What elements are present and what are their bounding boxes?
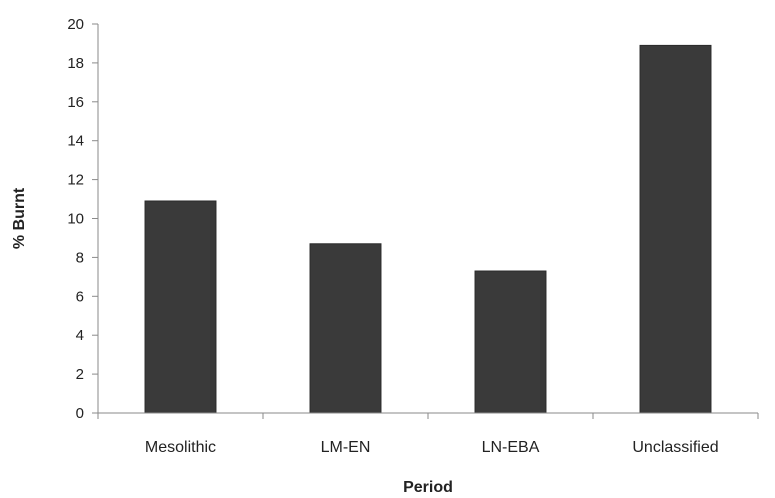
x-tick-label: Mesolithic bbox=[145, 439, 216, 456]
x-tick-label: Unclassified bbox=[632, 439, 718, 456]
bars bbox=[144, 44, 712, 414]
x-tick-label: LM-EN bbox=[321, 439, 371, 456]
y-tick-label: 2 bbox=[76, 366, 84, 383]
bar-unclassified bbox=[639, 44, 712, 414]
bar-ln-eba bbox=[474, 270, 547, 414]
y-tick-label: 6 bbox=[76, 288, 84, 305]
y-tick-label: 14 bbox=[67, 133, 84, 150]
y-tick-label: 8 bbox=[76, 249, 84, 266]
y-tick-label: 18 bbox=[67, 55, 84, 72]
y-tick-label: 10 bbox=[67, 211, 84, 228]
y-tick-label: 20 bbox=[67, 16, 84, 33]
y-tick-label: 4 bbox=[76, 327, 84, 344]
y-tick-label: 0 bbox=[76, 405, 84, 422]
y-tick-label: 12 bbox=[67, 172, 84, 189]
y-axis-ticks: 0 2 4 6 8 10 12 14 16 18 20 bbox=[67, 16, 98, 422]
x-tick-label: LN-EBA bbox=[482, 439, 540, 456]
y-tick-label: 16 bbox=[67, 94, 84, 111]
x-axis-ticks: Mesolithic LM-EN LN-EBA Unclassified bbox=[97, 413, 759, 456]
bar-mesolithic bbox=[144, 200, 217, 414]
y-axis-title: % Burnt bbox=[11, 187, 28, 249]
bar-lm-en bbox=[309, 243, 382, 414]
x-axis-title: Period bbox=[403, 479, 453, 496]
